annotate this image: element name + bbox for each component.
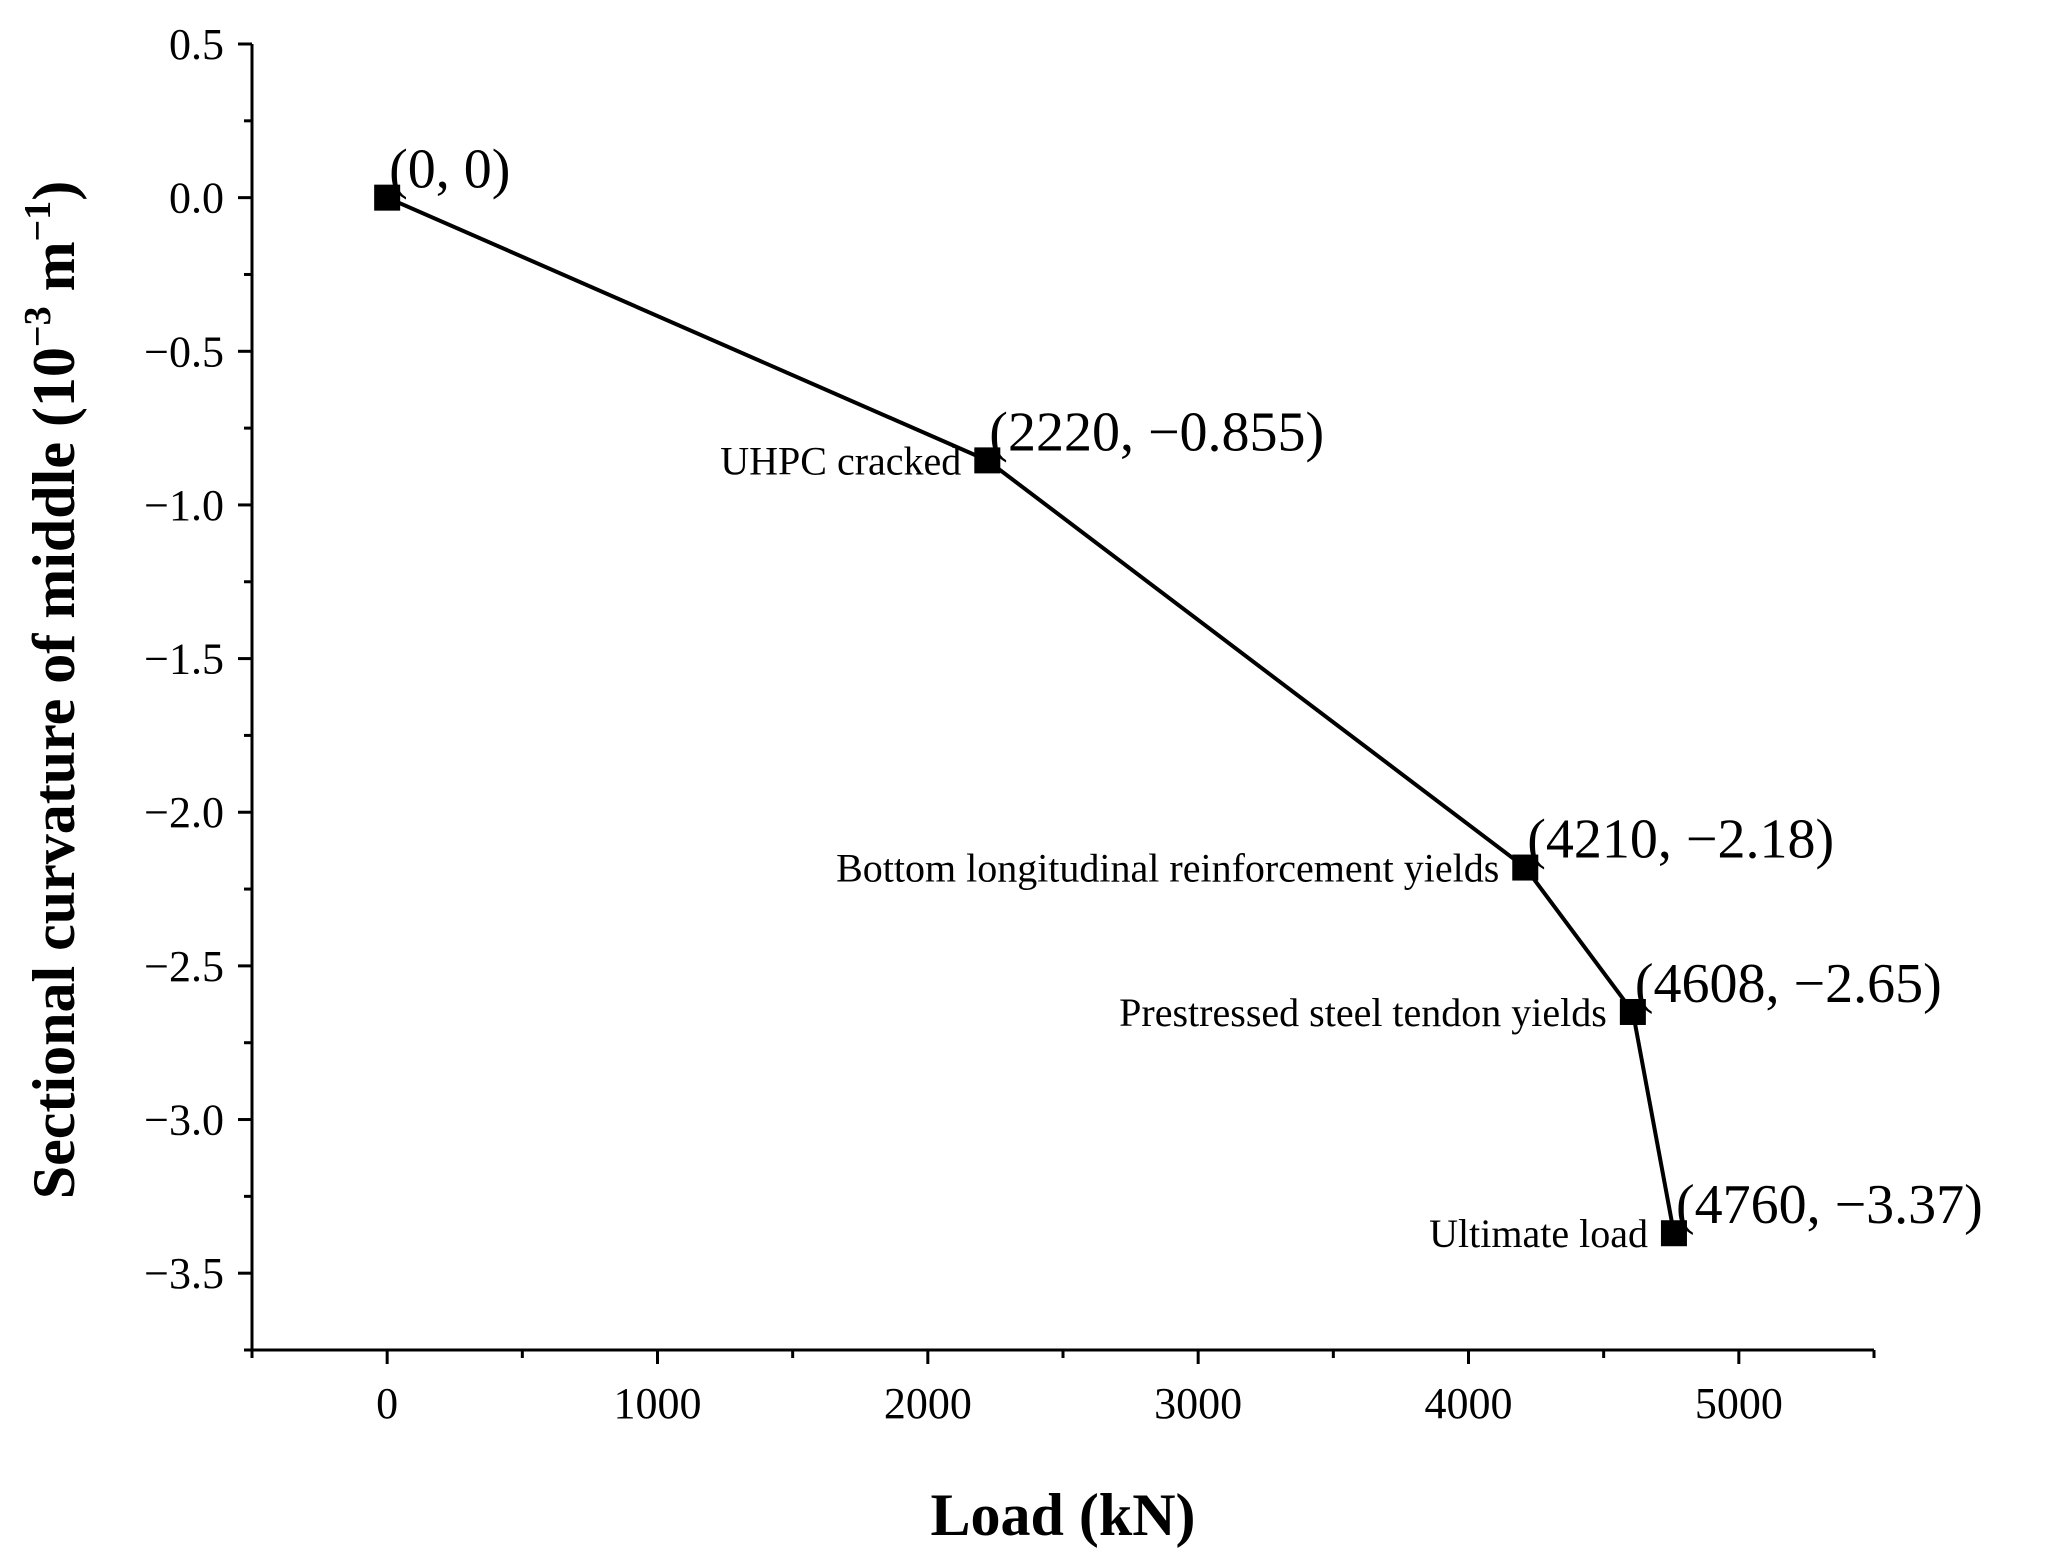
y-tick-label: −2.5: [144, 942, 224, 991]
data-point-label: (0, 0): [389, 139, 510, 201]
annotation-label: Ultimate load: [1429, 1211, 1648, 1256]
y-tick-label: 0.0: [169, 174, 224, 223]
data-point-label: (4760, −3.37): [1676, 1174, 1983, 1236]
data-point-label: (4608, −2.65): [1635, 953, 1942, 1015]
y-tick-label: −1.0: [144, 481, 224, 530]
annotation-label: Prestressed steel tendon yields: [1119, 990, 1607, 1035]
y-axis-title-exp2: −1: [17, 201, 59, 242]
data-point-marker: [374, 184, 401, 211]
y-axis-title-main: Sectional curvature of middle (10: [21, 347, 87, 1199]
y-tick-label: −2.0: [144, 788, 224, 837]
x-tick-label: 0: [376, 1379, 398, 1428]
x-tick-label: 4000: [1425, 1379, 1513, 1428]
y-axis-title-unit: m: [21, 241, 87, 306]
y-axis-title-end: ): [21, 181, 87, 201]
x-tick-label: 5000: [1695, 1379, 1783, 1428]
y-tick-label: 0.5: [169, 20, 224, 69]
y-tick-label: −3.0: [144, 1096, 224, 1145]
y-tick-label: −0.5: [144, 327, 224, 376]
data-point-marker: [1512, 854, 1539, 881]
x-tick-label: 2000: [884, 1379, 972, 1428]
data-point-label: (4210, −2.18): [1527, 809, 1834, 871]
y-axis-title: Sectional curvature of middle (10−3 m−1): [17, 181, 87, 1199]
data-point-label: (2220, −0.855): [989, 401, 1324, 463]
axes: 0 1000 2000 3000 4000 5000 0.5 0.0 −0.5 −1.0 −1.5 −…: [144, 20, 1876, 1428]
y-axis-title-exp: −3: [17, 306, 59, 347]
annotation-label: UHPC cracked: [720, 438, 961, 483]
data-point-marker: [1660, 1220, 1687, 1247]
data-point-marker: [1619, 998, 1646, 1025]
data-point-marker: [974, 447, 1001, 474]
x-axis-title: Load (kN): [930, 1482, 1195, 1548]
annotation-label: Bottom longitudinal reinforcement yields: [836, 846, 1499, 891]
x-tick-label: 3000: [1154, 1379, 1242, 1428]
y-tick-label: −3.5: [144, 1249, 224, 1298]
y-tick-label: −1.5: [144, 635, 224, 684]
plot-area: (0, 0) (2220, −0.855) UHPC cracked (4210, −…: [374, 139, 1983, 1256]
x-tick-label: 1000: [614, 1379, 702, 1428]
series-line: [386, 195, 1676, 1234]
